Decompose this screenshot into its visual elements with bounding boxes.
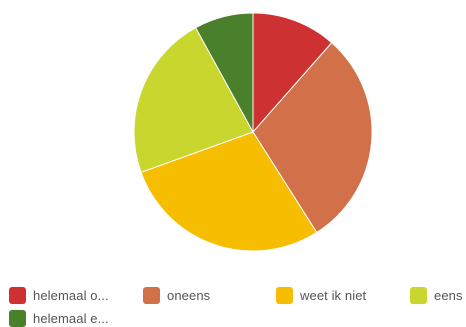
legend-swatch bbox=[9, 309, 26, 327]
legend-swatch bbox=[276, 286, 293, 304]
legend-item-helemaal-oneens[interactable]: helemaal o... bbox=[9, 286, 109, 304]
legend-label: weet ik niet bbox=[300, 287, 367, 303]
legend-item-oneens[interactable]: oneens bbox=[143, 286, 210, 304]
legend-swatch bbox=[143, 286, 160, 304]
legend-label: helemaal o... bbox=[33, 287, 109, 303]
legend-label: eens bbox=[434, 287, 463, 303]
legend-item-eens[interactable]: eens bbox=[410, 286, 463, 304]
legend-label: helemaal e... bbox=[33, 310, 109, 326]
legend-label: oneens bbox=[167, 287, 211, 303]
legend-swatch bbox=[410, 286, 427, 304]
legend-item-helemaal-eens[interactable]: helemaal e... bbox=[9, 309, 109, 327]
pie-slices bbox=[133, 12, 373, 252]
pie-slice-2[interactable] bbox=[140, 131, 318, 252]
pie-slice-3[interactable] bbox=[133, 27, 254, 173]
legend-swatch bbox=[9, 286, 26, 304]
pie-slice-1[interactable] bbox=[252, 42, 373, 234]
legend-item-weet-ik-niet[interactable]: weet ik niet bbox=[276, 286, 366, 304]
pie-slice-0[interactable] bbox=[252, 12, 333, 134]
pie-slice-4[interactable] bbox=[194, 12, 254, 133]
